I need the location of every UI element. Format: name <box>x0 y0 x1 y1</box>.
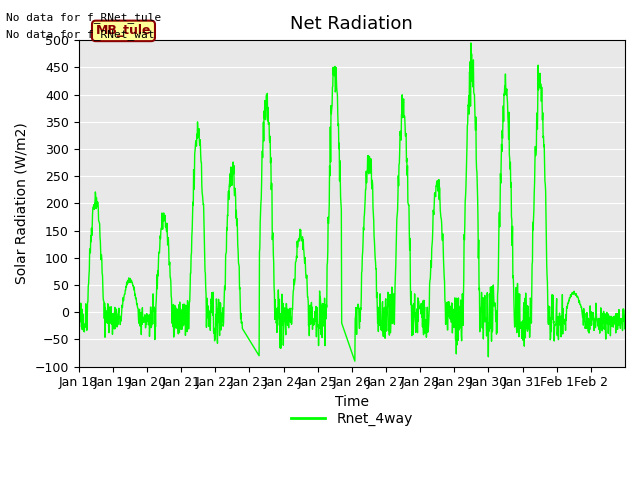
Text: No data for f_RNet_wat: No data for f_RNet_wat <box>6 29 155 40</box>
Y-axis label: Solar Radiation (W/m2): Solar Radiation (W/m2) <box>15 122 29 284</box>
X-axis label: Time: Time <box>335 395 369 409</box>
Text: MB_tule: MB_tule <box>96 24 151 37</box>
Title: Net Radiation: Net Radiation <box>291 15 413 33</box>
Legend: Rnet_4way: Rnet_4way <box>285 406 419 432</box>
Text: No data for f_RNet_tule: No data for f_RNet_tule <box>6 12 162 23</box>
